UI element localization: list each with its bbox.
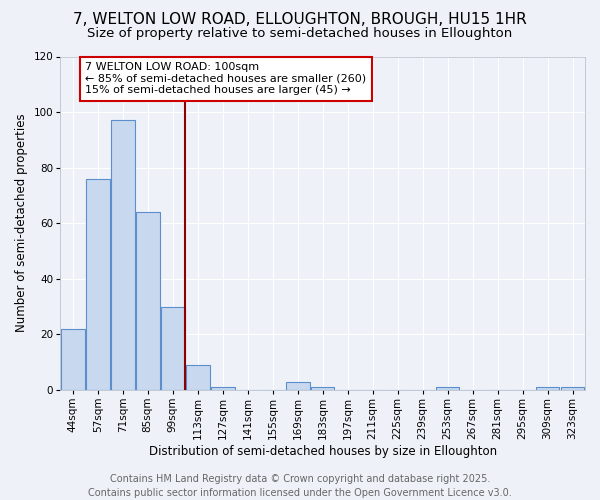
Text: Contains HM Land Registry data © Crown copyright and database right 2025.
Contai: Contains HM Land Registry data © Crown c…: [88, 474, 512, 498]
Text: 7, WELTON LOW ROAD, ELLOUGHTON, BROUGH, HU15 1HR: 7, WELTON LOW ROAD, ELLOUGHTON, BROUGH, …: [73, 12, 527, 28]
Bar: [211, 387, 235, 390]
Bar: [436, 387, 460, 390]
Bar: [86, 178, 110, 390]
Y-axis label: Number of semi-detached properties: Number of semi-detached properties: [15, 114, 28, 332]
X-axis label: Distribution of semi-detached houses by size in Elloughton: Distribution of semi-detached houses by …: [149, 444, 497, 458]
Bar: [536, 387, 559, 390]
Text: Size of property relative to semi-detached houses in Elloughton: Size of property relative to semi-detach…: [88, 28, 512, 40]
Bar: [61, 329, 85, 390]
Bar: [186, 365, 209, 390]
Bar: [111, 120, 134, 390]
Bar: [136, 212, 160, 390]
Bar: [311, 387, 334, 390]
Bar: [286, 382, 310, 390]
Text: 7 WELTON LOW ROAD: 100sqm
← 85% of semi-detached houses are smaller (260)
15% of: 7 WELTON LOW ROAD: 100sqm ← 85% of semi-…: [85, 62, 367, 96]
Bar: [161, 306, 185, 390]
Bar: [560, 387, 584, 390]
